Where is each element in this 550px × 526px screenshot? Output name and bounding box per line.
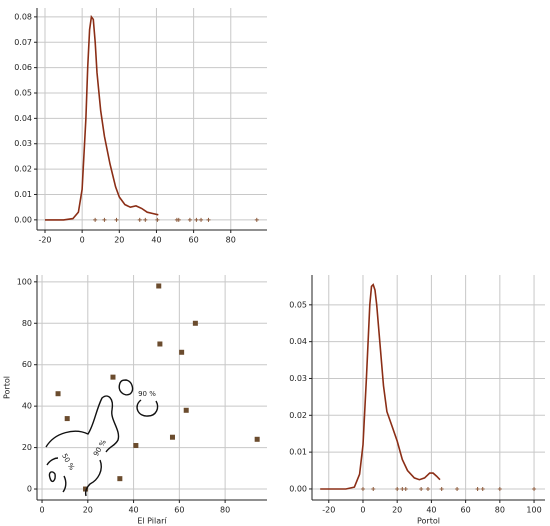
x-tick-label: 20 xyxy=(83,506,93,515)
y-tick-label: 0.01 xyxy=(289,448,307,457)
scatter-point xyxy=(157,341,163,347)
y-tick-label: 0.03 xyxy=(289,374,307,383)
scatter-point xyxy=(183,407,189,413)
x-tick-label: 100 xyxy=(526,506,541,515)
y-tick-label: 0.01 xyxy=(14,190,32,199)
scatter-point xyxy=(64,416,70,422)
subplot: -20 0 20 40 60 80 0.00 0.01 0.02 0.03 0.04 0.05 0.06… xyxy=(14,8,267,245)
y-tick-label: 0.08 xyxy=(14,12,32,21)
rug-mark xyxy=(371,486,376,491)
rug-mark xyxy=(395,486,400,491)
x-axis-label: El Pilarí xyxy=(137,517,167,526)
x-tick-label: 40 xyxy=(128,506,138,515)
rug-mark xyxy=(497,486,502,491)
rug-mark xyxy=(455,486,460,491)
x-tick-label: 0 xyxy=(360,506,365,515)
density-contours: 90 % 90 % 50 % xyxy=(45,379,159,497)
rug-mark xyxy=(187,217,192,222)
rug-mark xyxy=(254,217,259,222)
rug-mark xyxy=(360,486,365,491)
x-tick-label: 40 xyxy=(426,506,436,515)
x-tick-label: 60 xyxy=(189,236,199,245)
y-tick-label: 0.05 xyxy=(289,300,307,309)
x-tick-label: 80 xyxy=(226,236,236,245)
x-tick-label: 60 xyxy=(461,506,471,515)
rug-mark xyxy=(480,486,485,491)
subplot: 0 20 40 60 80 0 20 40 60 80 100 El Pilarí Portol xyxy=(3,275,267,526)
scatter-point xyxy=(179,349,185,355)
subplot: -20 0 20 40 60 80 100 0.00 0.01 0.02 0.03 0.04 0.05 P… xyxy=(289,275,545,526)
rug-mark xyxy=(403,486,408,491)
contour-line xyxy=(136,399,159,417)
rug-mark xyxy=(419,486,424,491)
y-tick-label: 0.00 xyxy=(14,215,32,224)
y-tick-label: 0.03 xyxy=(14,139,32,148)
scatter-point xyxy=(169,434,175,440)
x-tick-label: 0 xyxy=(39,506,44,515)
scatter-point xyxy=(83,486,89,492)
contour-line xyxy=(84,459,102,497)
y-tick-label: 0.04 xyxy=(14,114,32,123)
x-tick-label: 80 xyxy=(495,506,505,515)
rug-mark xyxy=(143,217,148,222)
rug-mark xyxy=(114,217,119,222)
y-tick-label: 0.06 xyxy=(14,63,32,72)
rug-mark xyxy=(194,217,199,222)
x-tick-label: 20 xyxy=(114,236,124,245)
x-tick-label: 40 xyxy=(151,236,161,245)
contour-line xyxy=(46,457,59,466)
kde-line xyxy=(45,14,159,221)
x-tick-label: 80 xyxy=(220,506,230,515)
x-tick-label: -20 xyxy=(322,506,335,515)
rug-mark xyxy=(439,486,444,491)
y-tick-label: 40 xyxy=(22,402,32,411)
y-axis-label: Portol xyxy=(3,376,12,399)
rug-mark xyxy=(532,486,537,491)
contour-line xyxy=(45,395,120,453)
x-tick-label: 60 xyxy=(174,506,184,515)
y-tick-label: 80 xyxy=(22,319,32,328)
rug-mark xyxy=(206,217,211,222)
contour-line xyxy=(118,379,134,396)
rug-mark xyxy=(155,217,160,222)
x-tick-label: -20 xyxy=(38,236,51,245)
y-tick-label: 100 xyxy=(17,277,32,286)
scatter-point xyxy=(254,436,260,442)
x-tick-label: 20 xyxy=(392,506,402,515)
rug-mark xyxy=(93,217,98,222)
scatter-point xyxy=(133,443,139,449)
y-tick-label: 0.00 xyxy=(289,484,307,493)
y-tick-label: 0.02 xyxy=(289,411,307,420)
scatter-point xyxy=(156,283,162,289)
scatter-point xyxy=(192,320,198,326)
contour-label: 50 % xyxy=(60,452,76,472)
rug-mark xyxy=(475,486,480,491)
x-axis-label: Portol xyxy=(417,517,440,526)
rug-mark xyxy=(425,486,430,491)
rug-mark xyxy=(199,217,204,222)
rug-mark xyxy=(176,217,181,222)
scatter-point xyxy=(55,391,61,397)
y-tick-label: 0.04 xyxy=(289,337,307,346)
y-tick-label: 20 xyxy=(22,443,32,452)
scatter-point xyxy=(117,476,123,482)
y-tick-label: 0 xyxy=(27,485,32,494)
contour-line xyxy=(62,475,67,493)
contour-line xyxy=(48,471,56,483)
rug-mark xyxy=(137,217,142,222)
x-tick-label: 0 xyxy=(80,236,85,245)
kde-line xyxy=(320,283,441,490)
y-tick-label: 0.07 xyxy=(14,38,32,47)
y-tick-label: 0.02 xyxy=(14,165,32,174)
rug-mark xyxy=(102,217,107,222)
contour-label: 90 % xyxy=(138,390,156,398)
y-tick-label: 60 xyxy=(22,360,32,369)
y-tick-label: 0.05 xyxy=(14,88,32,97)
scatter-point xyxy=(110,374,116,380)
rug-mark xyxy=(400,486,405,491)
